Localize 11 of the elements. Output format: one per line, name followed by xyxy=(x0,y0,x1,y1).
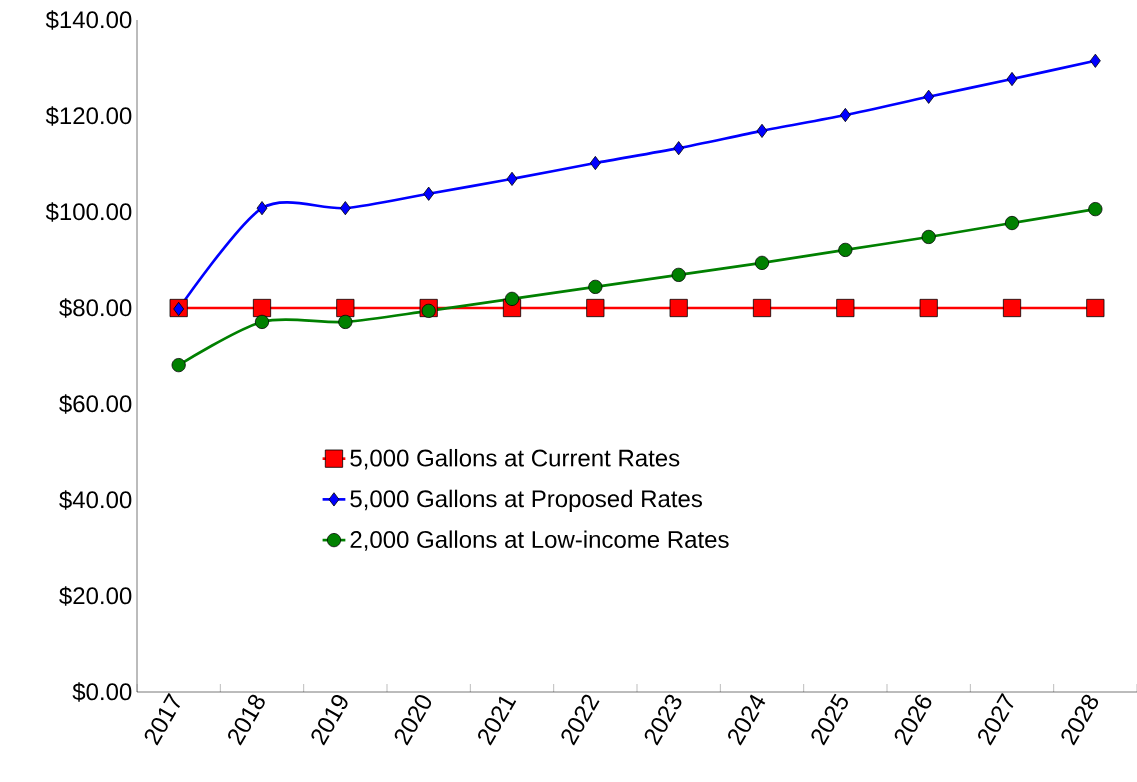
y-tick-label: $100.00 xyxy=(45,202,132,222)
y-tick-label: $120.00 xyxy=(45,106,132,126)
y-tick-label: $140.00 xyxy=(45,10,132,30)
legend-label: 5,000 Gallons at Proposed Rates xyxy=(350,489,702,513)
legend-label: 5,000 Gallons at Current Rates xyxy=(350,448,680,470)
y-tick-label: $20.00 xyxy=(59,586,132,606)
y-tick-label: $40.00 xyxy=(59,490,132,510)
y-tick-label: $0.00 xyxy=(72,682,132,702)
y-tick-label: $80.00 xyxy=(59,298,132,318)
legend-label: 2,000 Gallons at Low-income Rates xyxy=(350,530,729,551)
y-tick-label: $60.00 xyxy=(59,394,132,414)
